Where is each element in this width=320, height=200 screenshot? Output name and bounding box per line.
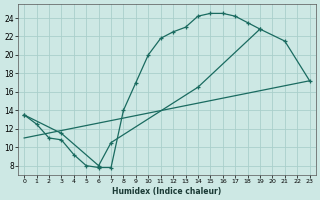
X-axis label: Humidex (Indice chaleur): Humidex (Indice chaleur) — [112, 187, 221, 196]
